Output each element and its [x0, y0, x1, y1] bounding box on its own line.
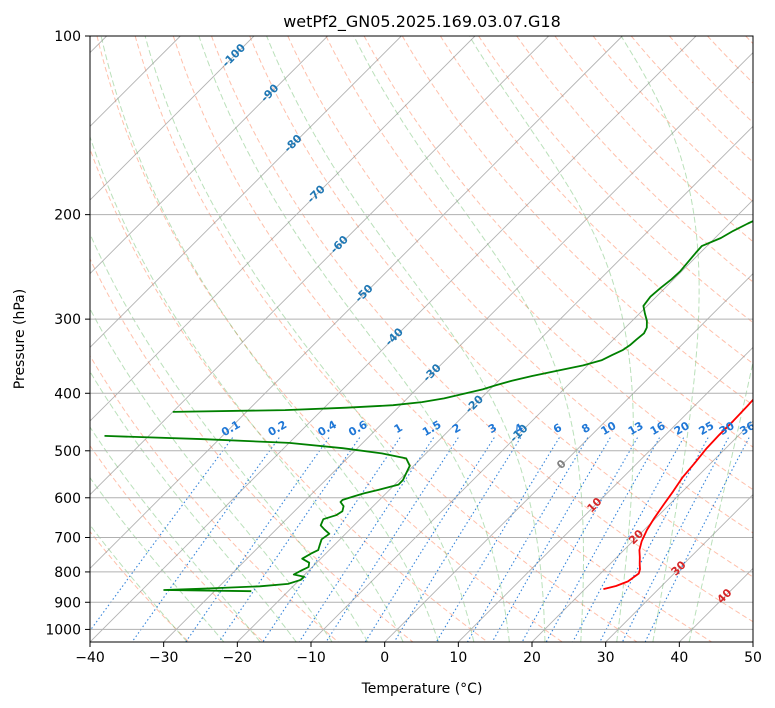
- x-tick-label: 30: [597, 650, 615, 666]
- mixing-ratio-line: [364, 437, 495, 642]
- x-tick-label: 20: [523, 650, 541, 666]
- mixing-ratio-line: [572, 437, 685, 642]
- dry-adiabat: [96, 36, 563, 642]
- y-tick-label: 500: [54, 444, 81, 460]
- x-tick-label: −30: [149, 650, 179, 666]
- x-tick-label: 50: [744, 650, 762, 666]
- dry-adiabat: [90, 444, 264, 642]
- x-axis-ticks: −40 −30 −20 −10 0 10 20 30 40 50: [75, 642, 762, 666]
- isotherm: [90, 36, 623, 569]
- moist-adiabat: [90, 524, 188, 642]
- moist-adiabat: [144, 36, 475, 642]
- moist-adiabat: [90, 370, 297, 642]
- y-axis-ticks: 100 200 300 400 500 600 700 800 900 1000: [45, 29, 90, 638]
- mixing-ratio-line: [644, 437, 750, 642]
- moist-adiabat: [90, 476, 225, 642]
- dry-adiabat: [287, 36, 753, 534]
- x-tick-label: −20: [223, 650, 253, 666]
- mixing-ratio-line: [491, 437, 611, 642]
- dewpoint_upper-line: [172, 220, 753, 413]
- moist-adiabat: [90, 135, 404, 642]
- dry-adiabat: [211, 36, 753, 623]
- mixing-ratio-line: [298, 437, 435, 642]
- isotherm: [90, 36, 328, 275]
- y-tick-label: 900: [54, 595, 81, 611]
- background-lines: [90, 36, 753, 642]
- dry-adiabat: [325, 36, 753, 491]
- dry-adiabat: [630, 36, 753, 163]
- isotherm: [90, 36, 697, 642]
- profiles: [104, 220, 753, 593]
- mixing-ratio-line: [467, 437, 589, 642]
- mixing-ratio-label: 36: [737, 419, 757, 438]
- y-tick-label: 600: [54, 491, 81, 507]
- mixing-ratio-line: [521, 437, 638, 642]
- isotherm: [458, 346, 753, 642]
- mixing-ratio-line: [218, 437, 361, 642]
- dry-adiabat: [363, 36, 753, 448]
- moist-adiabat: [620, 36, 700, 642]
- y-tick-label: 400: [54, 386, 81, 402]
- x-axis-label: Temperature (°C): [361, 681, 483, 697]
- mixing-ratio-line: [262, 437, 401, 642]
- dry-adiabat: [401, 36, 753, 406]
- y-tick-label: 1000: [45, 622, 81, 638]
- isotherm: [90, 36, 476, 422]
- y-tick-label: 200: [54, 208, 81, 224]
- x-tick-label: −10: [296, 650, 326, 666]
- dry-adiabat: [439, 36, 753, 365]
- y-axis-label: Pressure (hPa): [12, 289, 28, 389]
- plot-frame: [89, 35, 754, 643]
- isotherm: [531, 420, 753, 642]
- moist-adiabat: [266, 36, 546, 642]
- y-tick-label: 100: [54, 29, 81, 45]
- x-tick-label: 10: [449, 650, 467, 666]
- dry-adiabat: [249, 36, 753, 578]
- moist-adiabat: [90, 426, 261, 642]
- y-tick-label: 800: [54, 565, 81, 581]
- dry-adiabat: [134, 36, 638, 642]
- chart-title: wetPf2_GN05.2025.169.03.07.G18: [283, 12, 561, 32]
- y-tick-label: 700: [54, 531, 81, 547]
- isotherm: [163, 52, 753, 642]
- isotherm: [237, 125, 753, 642]
- mixing-ratio-line: [185, 437, 330, 642]
- dewpoint-line: [104, 435, 411, 593]
- isotherm: [90, 36, 549, 496]
- isotherm: [605, 494, 753, 642]
- dry-adiabat: [90, 147, 488, 642]
- isotherm: [90, 36, 402, 348]
- moist-adiabat: [100, 36, 439, 642]
- isotherm: [310, 199, 753, 642]
- temperature-line: [603, 398, 753, 590]
- mixing-ratio-line: [325, 437, 459, 642]
- isotherm: [90, 36, 255, 201]
- x-tick-label: 0: [380, 650, 389, 666]
- dry-adiabat: [90, 257, 414, 642]
- dry-adiabat: [554, 36, 753, 243]
- dry-adiabat: [516, 36, 753, 283]
- dry-adiabat: [172, 36, 712, 642]
- x-tick-label: 40: [670, 650, 688, 666]
- x-tick-label: −40: [75, 650, 105, 666]
- y-tick-label: 300: [54, 312, 81, 328]
- moist-adiabat: [90, 232, 369, 642]
- isotherm: [384, 273, 753, 642]
